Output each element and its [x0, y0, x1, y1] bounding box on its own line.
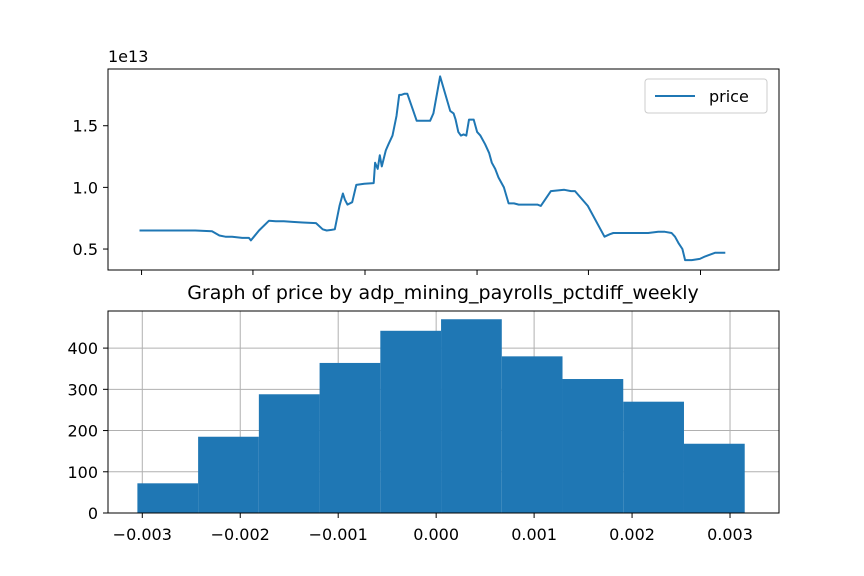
- histogram-bar: [137, 483, 199, 513]
- bottom-x-axis-ticks: −0.003 −0.002 −0.001 0.000 0.001 0.002 0.003: [113, 513, 753, 544]
- bottom-x-tick-label: 0.003: [707, 525, 753, 544]
- histogram-chart: Graph of price by adp_mining_payrolls_pc…: [67, 282, 780, 544]
- y-offset-label: 1e13: [108, 47, 148, 66]
- bottom-x-tick-label: 0.002: [609, 525, 655, 544]
- bottom-y-tick-label: 200: [67, 422, 98, 441]
- top-y-tick-label: 0.5: [73, 240, 98, 259]
- histogram-bar: [683, 443, 745, 513]
- chart-title: Graph of price by adp_mining_payrolls_pc…: [187, 282, 699, 304]
- bottom-x-tick-label: −0.001: [309, 525, 368, 544]
- bottom-y-tick-label: 300: [67, 380, 98, 399]
- top-y-tick-label: 1.5: [73, 117, 98, 136]
- histogram-bar: [380, 330, 442, 513]
- top-y-axis-ticks: 0.5 1.0 1.5: [73, 117, 108, 259]
- bottom-x-tick-label: 0.001: [511, 525, 557, 544]
- price-line-chart: 0.5 1.0 1.5 1e13 price: [73, 47, 780, 275]
- histogram-bar: [562, 379, 624, 513]
- legend-label-price: price: [709, 87, 749, 106]
- histogram-bar: [319, 362, 381, 513]
- histogram-bars: [137, 319, 745, 513]
- histogram-bar: [623, 401, 684, 513]
- top-x-axis-ticks: [141, 270, 701, 275]
- bottom-x-tick-label: −0.002: [211, 525, 270, 544]
- bottom-y-tick-label: 400: [67, 339, 98, 358]
- legend: price: [644, 78, 768, 114]
- histogram-bar: [501, 356, 563, 513]
- bottom-x-tick-label: 0.000: [413, 525, 459, 544]
- histogram-bar: [258, 394, 320, 513]
- bottom-x-tick-label: −0.003: [113, 525, 172, 544]
- histogram-bar: [441, 319, 502, 513]
- histogram-bar: [198, 436, 259, 513]
- bottom-y-tick-label: 0: [88, 504, 98, 523]
- legend-box: [644, 78, 768, 114]
- bottom-y-axis-ticks: 0 100 200 300 400: [67, 339, 108, 523]
- top-y-tick-label: 1.0: [73, 178, 98, 197]
- top-plot-frame: [107, 68, 780, 271]
- price-series-line: [139, 75, 726, 262]
- bottom-y-tick-label: 100: [67, 463, 98, 482]
- bottom-plot-frame: [107, 310, 780, 514]
